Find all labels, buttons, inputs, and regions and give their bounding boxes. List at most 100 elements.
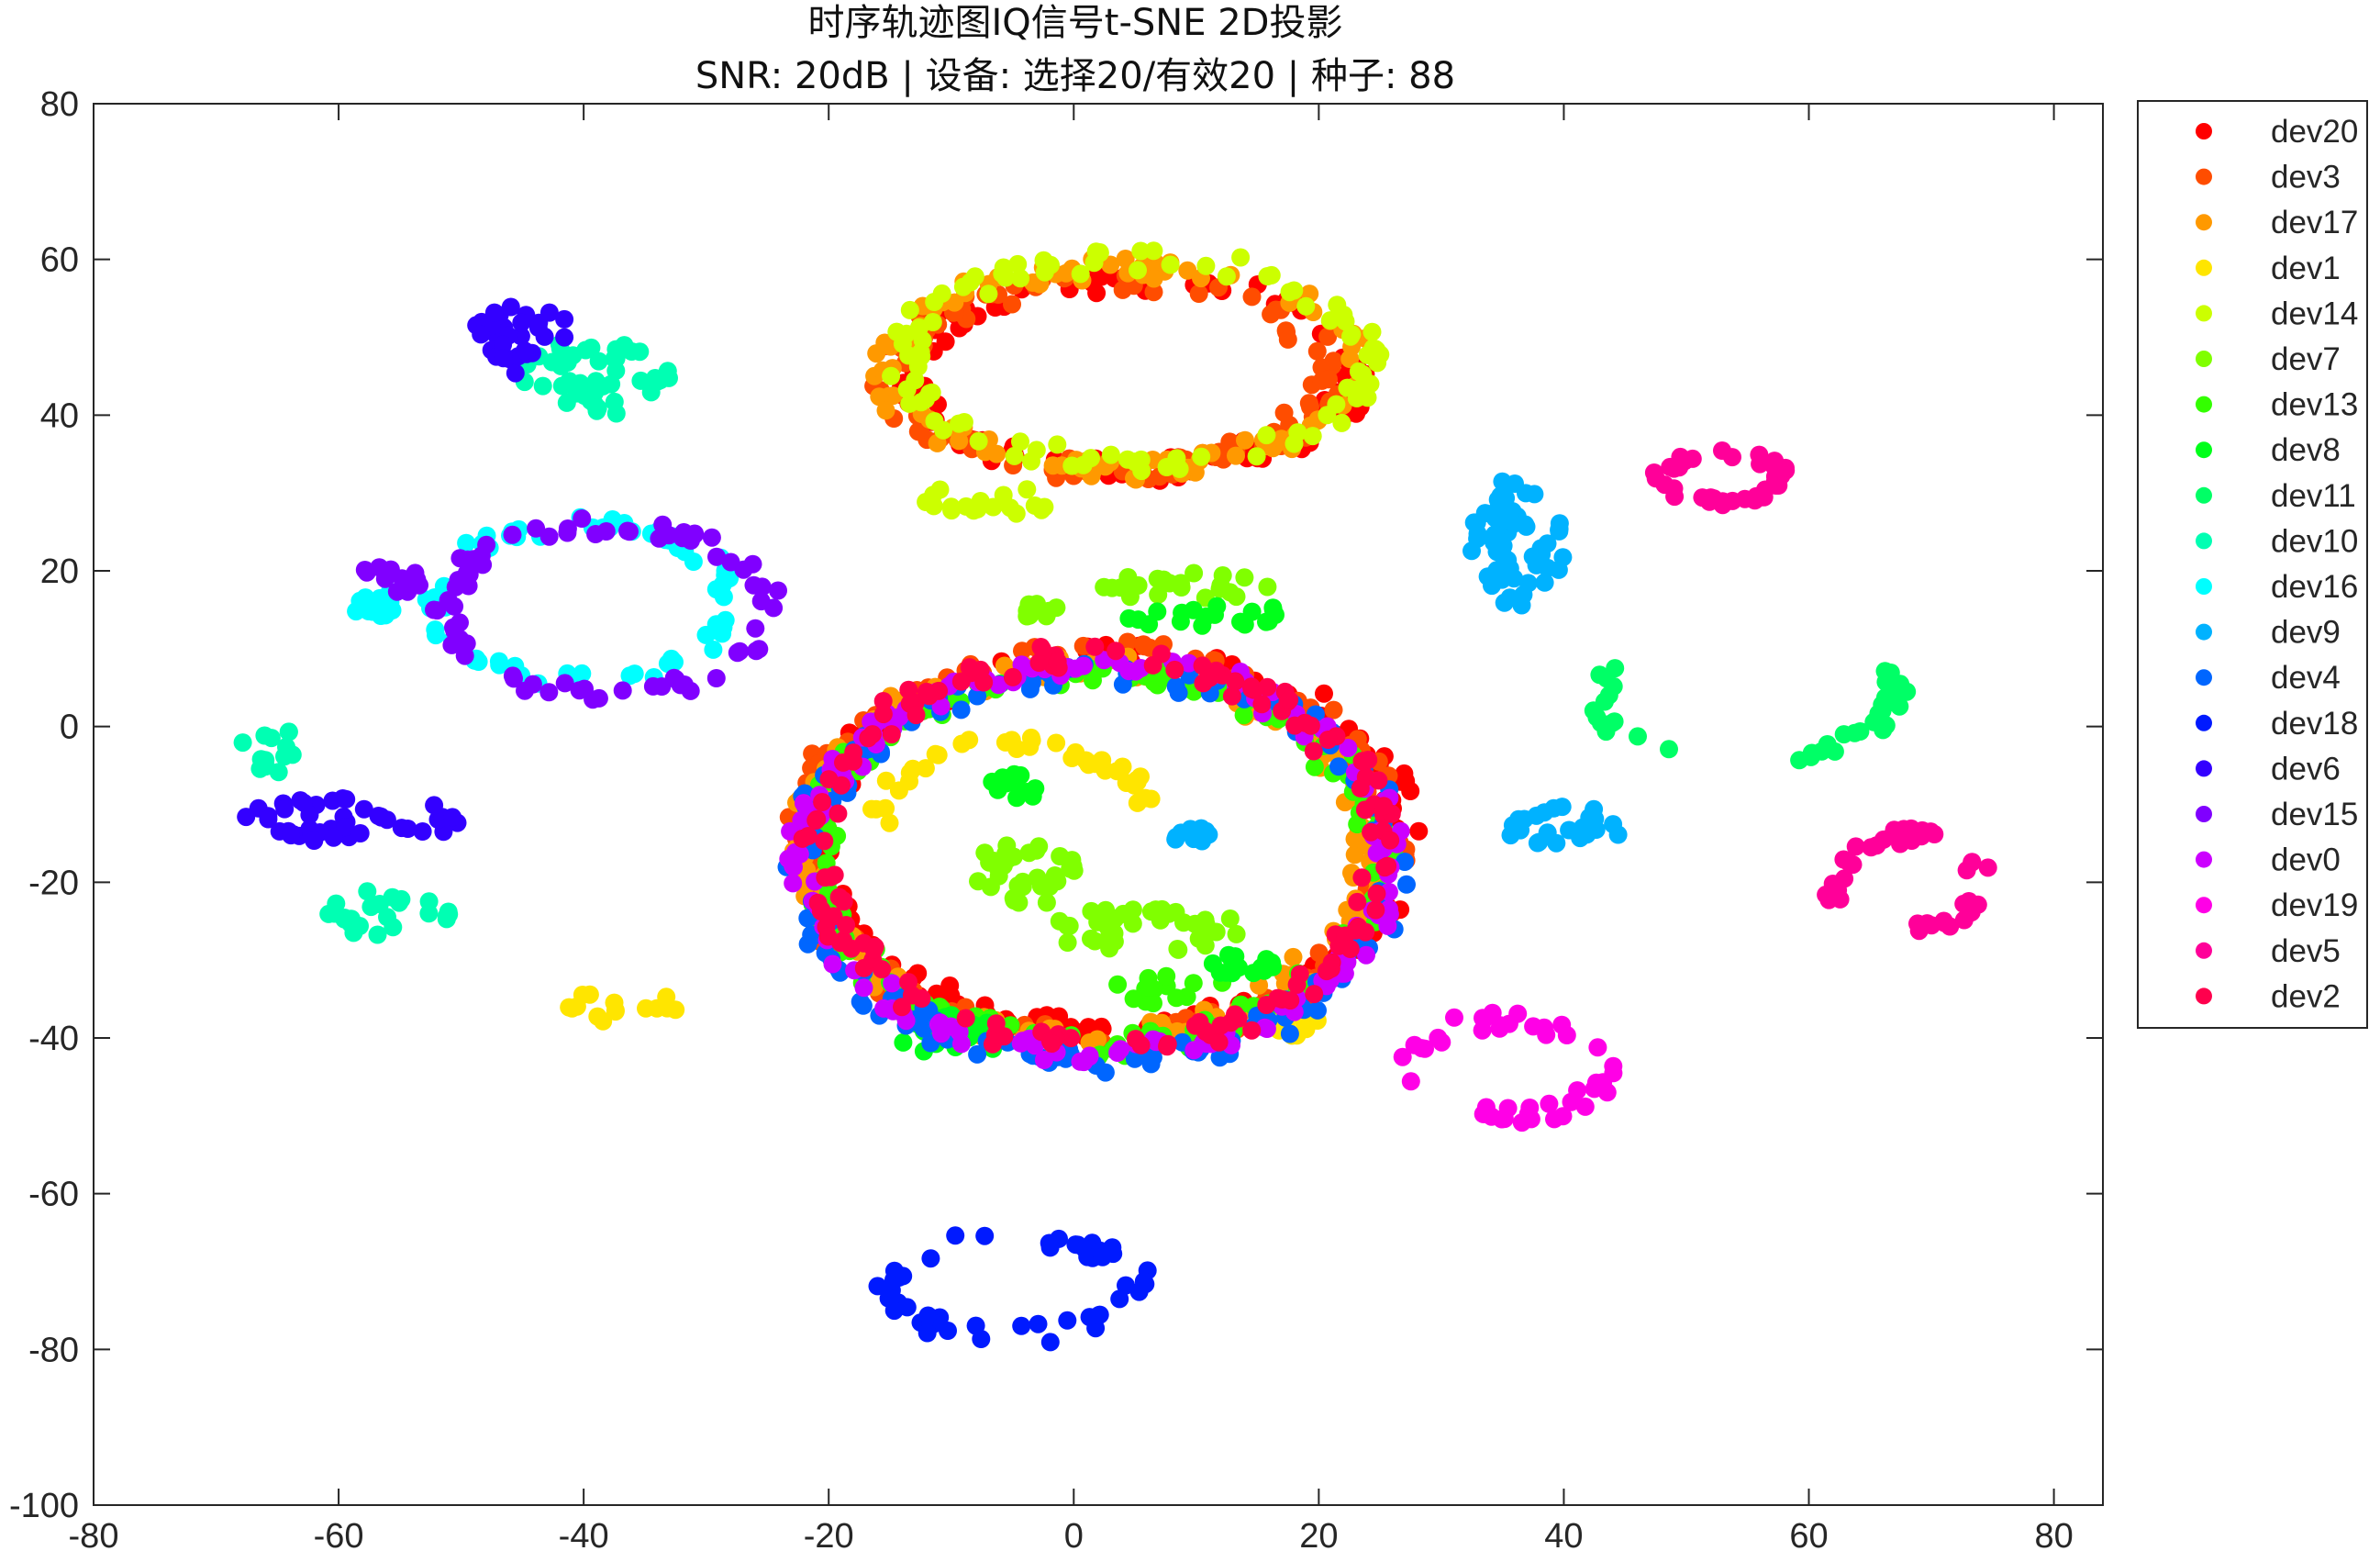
data-point xyxy=(1604,676,1623,696)
data-point xyxy=(986,1014,1006,1033)
data-point xyxy=(918,1306,938,1325)
data-point xyxy=(674,524,694,543)
data-point xyxy=(1082,929,1100,948)
legend-label: dev10 xyxy=(2271,523,2358,559)
data-point xyxy=(1041,255,1060,274)
data-point xyxy=(1575,1097,1595,1116)
data-point xyxy=(1131,767,1150,787)
data-point xyxy=(1346,380,1365,399)
data-point xyxy=(398,820,417,838)
data-point xyxy=(1154,570,1173,589)
data-point xyxy=(613,681,632,700)
data-point xyxy=(1119,608,1139,628)
data-point xyxy=(936,332,955,351)
data-point xyxy=(1196,910,1215,930)
data-point xyxy=(1048,653,1067,671)
data-point xyxy=(1236,430,1254,450)
series-dev15 xyxy=(355,509,787,709)
data-point xyxy=(233,733,252,753)
data-point xyxy=(1303,427,1322,446)
legend-item-dev10: dev10 xyxy=(2196,523,2358,559)
data-point xyxy=(1129,261,1147,280)
data-point xyxy=(1329,757,1348,776)
legend-item-dev13: dev13 xyxy=(2196,387,2358,423)
legend-item-dev16: dev16 xyxy=(2196,569,2358,605)
data-point xyxy=(1092,751,1111,770)
data-point xyxy=(1006,504,1026,523)
data-point xyxy=(1179,653,1198,673)
data-point xyxy=(615,336,634,355)
legend-label: dev5 xyxy=(2271,933,2341,969)
data-point xyxy=(1308,1000,1327,1020)
data-point xyxy=(1231,248,1251,267)
data-point xyxy=(1473,1021,1492,1040)
legend-label: dev15 xyxy=(2271,797,2358,832)
y-tick-label: -40 xyxy=(28,1020,79,1058)
data-point xyxy=(1713,441,1731,460)
data-point xyxy=(880,813,899,832)
legend-item-dev0: dev0 xyxy=(2196,842,2341,878)
data-point xyxy=(555,328,574,347)
data-point xyxy=(1011,782,1030,801)
x-tick-label: -20 xyxy=(804,1517,854,1556)
legend-marker xyxy=(2196,214,2212,231)
legend-label: dev19 xyxy=(2271,887,2358,923)
data-point xyxy=(494,349,513,368)
data-point xyxy=(1540,1094,1559,1113)
data-point xyxy=(1368,353,1387,373)
data-point xyxy=(560,998,579,1017)
data-point xyxy=(1090,243,1109,262)
data-point xyxy=(1355,800,1374,820)
data-point xyxy=(1019,843,1039,863)
data-point xyxy=(1735,489,1754,508)
data-point xyxy=(637,999,655,1018)
data-point xyxy=(764,598,784,618)
series-dev9 xyxy=(1166,472,1628,853)
data-point xyxy=(1876,716,1896,735)
data-point xyxy=(971,660,990,679)
data-point xyxy=(900,394,919,413)
data-point xyxy=(779,849,798,868)
data-point xyxy=(873,705,893,724)
data-point xyxy=(1160,904,1179,923)
data-point xyxy=(506,363,525,383)
data-point xyxy=(1756,480,1774,499)
legend-item-dev7: dev7 xyxy=(2196,341,2341,377)
data-point xyxy=(494,335,513,354)
data-point xyxy=(1553,1107,1573,1126)
data-point xyxy=(1341,327,1360,346)
y-tick-label: 0 xyxy=(60,708,79,747)
data-point xyxy=(829,804,848,823)
data-point xyxy=(586,525,606,543)
data-point xyxy=(555,674,574,693)
data-point xyxy=(1129,575,1148,595)
legend-label: dev4 xyxy=(2271,660,2341,696)
data-point xyxy=(650,529,669,548)
data-point xyxy=(1029,653,1049,672)
legend-marker xyxy=(2196,714,2212,731)
data-point xyxy=(1290,965,1309,984)
data-point xyxy=(1003,667,1022,686)
data-point xyxy=(1317,962,1336,981)
data-point xyxy=(1285,716,1305,735)
data-point xyxy=(425,796,444,815)
data-point xyxy=(361,898,381,917)
data-point xyxy=(1071,264,1090,284)
data-point xyxy=(1021,728,1040,747)
x-tick-label: 80 xyxy=(2034,1517,2073,1556)
data-point xyxy=(1034,1051,1053,1069)
data-point xyxy=(897,1298,917,1317)
data-point xyxy=(1101,445,1120,464)
data-point xyxy=(1285,281,1304,300)
data-point xyxy=(1381,831,1400,850)
data-point xyxy=(1380,899,1398,919)
data-point xyxy=(1080,1033,1099,1052)
data-point xyxy=(1378,916,1397,935)
data-point xyxy=(1080,1046,1099,1066)
x-tick-label: 40 xyxy=(1544,1517,1583,1556)
legend-label: dev18 xyxy=(2271,706,2358,742)
data-point xyxy=(1280,690,1299,709)
data-point xyxy=(1352,868,1372,887)
data-point xyxy=(1819,890,1839,909)
data-point xyxy=(1586,820,1606,839)
